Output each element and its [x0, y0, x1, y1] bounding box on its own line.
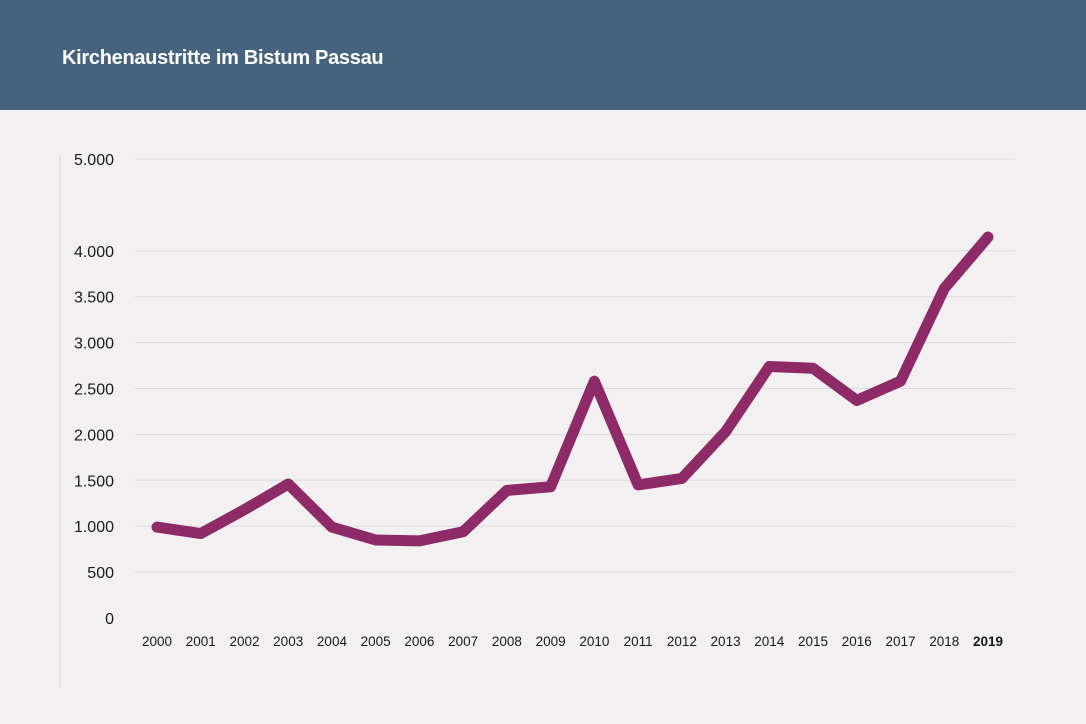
data-point-2016 [856, 399, 858, 401]
data-point-2000 [156, 526, 158, 528]
data-point-2011 [637, 484, 639, 486]
data-point-2013 [725, 431, 727, 433]
data-point-2005 [375, 539, 377, 541]
data-point-2014 [768, 365, 770, 367]
chart-panel: 0 500 1.000 1.500 2.000 2.500 3.000 3.500 4.000 5… [0, 110, 1086, 724]
x-tick-label: 2018 [929, 634, 959, 649]
y-tick-label: 3.000 [74, 336, 114, 353]
y-tick-label: 1.500 [74, 473, 114, 490]
x-tick-label: 2001 [186, 634, 216, 649]
x-tick-label: 2006 [404, 634, 434, 649]
x-tick-label: 2019 [973, 634, 1003, 649]
y-tick-label: 4.000 [74, 244, 114, 261]
series-group [151, 231, 994, 547]
x-tick-label: 2005 [361, 634, 391, 649]
chart-title: Kirchenaustritte im Bistum Passau [62, 47, 384, 69]
x-axis-ticks: 2000 2001 2002 2003 2004 2005 2006 2007 2008 2009… [142, 634, 1003, 649]
data-point-2006 [418, 540, 420, 542]
y-tick-label: 2.500 [74, 382, 114, 399]
x-tick-label: 2002 [229, 634, 259, 649]
x-tick-label: 2009 [536, 634, 566, 649]
data-point-2018 [943, 287, 945, 289]
y-tick-label: 5.000 [74, 152, 114, 169]
data-point-2003 [287, 483, 289, 485]
line-chart: 0 500 1.000 1.500 2.000 2.500 3.000 3.500 4.000 5… [59, 152, 1015, 688]
x-tick-label: 2014 [754, 634, 785, 649]
header-bar: Kirchenaustritte im Bistum Passau [0, 0, 1086, 110]
x-tick-label: 2015 [798, 634, 828, 649]
x-tick-label: 2007 [448, 634, 478, 649]
series-line [151, 231, 994, 547]
y-axis-ticks: 0 500 1.000 1.500 2.000 2.500 3.000 3.500 4.000 5… [74, 152, 114, 628]
x-tick-label: 2008 [492, 634, 522, 649]
data-point-2002 [243, 509, 245, 511]
data-point-2015 [812, 367, 814, 369]
y-tick-label: 0 [105, 611, 114, 628]
data-point-2004 [331, 526, 333, 528]
data-point-2008 [506, 489, 508, 491]
data-point-2001 [200, 533, 202, 535]
x-tick-label: 2000 [142, 634, 172, 649]
y-tick-label: 3.500 [74, 290, 114, 307]
x-tick-label: 2010 [579, 634, 609, 649]
data-point-2009 [550, 486, 552, 488]
data-point-2017 [900, 380, 902, 382]
x-tick-label: 2017 [886, 634, 916, 649]
grid-lines [59, 155, 1015, 688]
x-tick-label: 2016 [842, 634, 872, 649]
x-tick-label: 2012 [667, 634, 697, 649]
x-tick-label: 2003 [273, 634, 303, 649]
y-tick-label: 1.000 [74, 519, 114, 536]
data-point-2010 [593, 380, 595, 382]
x-tick-label: 2011 [624, 634, 653, 649]
y-tick-label: 2.000 [74, 427, 114, 444]
x-tick-label: 2013 [711, 634, 741, 649]
data-point-2019 [987, 236, 989, 238]
data-point-2012 [681, 477, 683, 479]
data-point-2007 [462, 531, 464, 533]
y-tick-label: 500 [87, 565, 114, 582]
x-tick-label: 2004 [317, 634, 348, 649]
